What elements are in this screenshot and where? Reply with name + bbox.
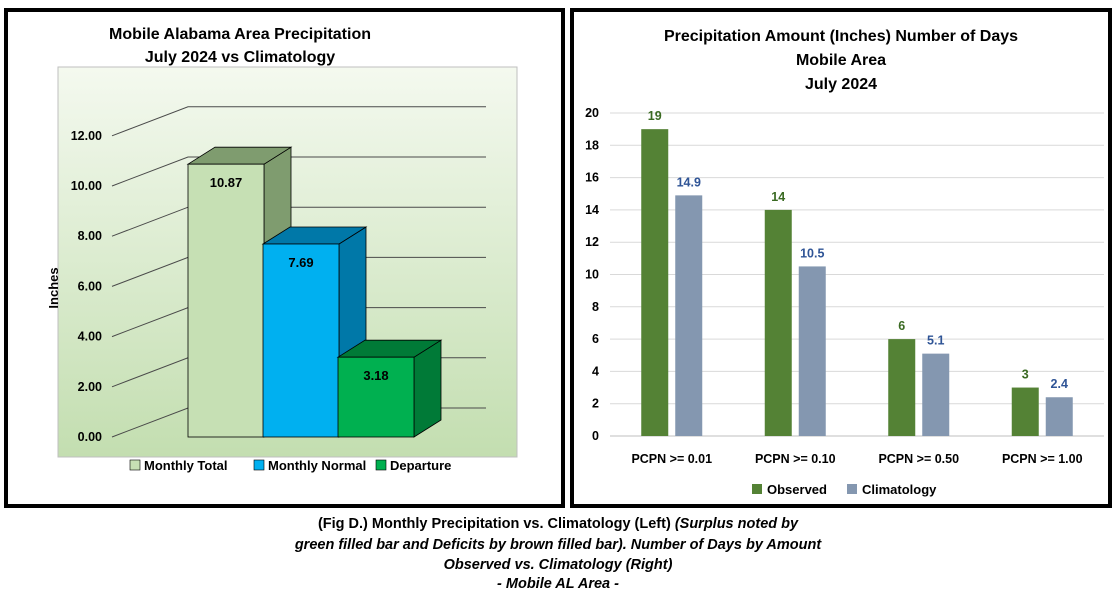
x-tick-label: PCPN >= 0.01 [631,452,712,466]
caption-italic-text: - Mobile AL Area - [497,576,619,592]
y-tick-label: 4 [592,364,599,378]
data-label: 3 [1022,368,1029,382]
chart-subtitle: Mobile Area [796,52,886,69]
x-tick-label: PCPN >= 0.50 [878,452,959,466]
caption-italic-text: (Surplus noted by [674,516,799,532]
bar [798,266,826,436]
y-tick-label: 20 [585,106,599,120]
chart-subtitle: July 2024 vs Climatology [145,49,335,66]
bar [888,339,916,436]
y-tick-label: 6 [592,332,599,346]
data-label: 10.87 [210,175,243,190]
gridline [111,106,486,137]
chart-title: Mobile Alabama Area Precipitation [109,26,371,43]
bar [1045,397,1073,436]
data-label: 14.9 [677,175,701,189]
data-label: 6 [898,319,905,333]
y-tick-label: 4.00 [78,330,102,344]
days-grouped-bar-chart: Precipitation Amount (Inches) Number of … [585,28,1104,497]
legend-swatch [847,484,857,494]
legend-swatch [375,459,387,471]
y-tick-label: 18 [585,138,599,152]
y-tick-label: 0.00 [78,430,102,444]
y-tick-label: 0 [592,429,599,443]
legend-swatch [129,459,141,471]
left-chart-panel: Mobile Alabama Area Precipitation July 2… [4,8,565,508]
data-label: 2.4 [1051,377,1068,391]
data-label: 14 [771,190,785,204]
bar [262,243,340,438]
bar [922,353,950,436]
y-tick-label: 8 [592,300,599,314]
y-tick-label: 6.00 [78,279,102,293]
gridline [111,156,486,187]
bar [187,163,265,438]
x-tick-label: PCPN >= 0.10 [755,452,836,466]
legend-swatch [253,459,265,471]
precipitation-3d-bar-chart: Mobile Alabama Area Precipitation July 2… [46,26,518,473]
y-tick-label: 16 [585,171,599,185]
y-axis-label: Inches [46,267,61,308]
figure-caption-line-4: - Mobile AL Area - [0,574,1116,595]
y-tick-label: 10 [585,268,599,282]
chart-subtitle-date: July 2024 [805,76,877,93]
legend-label: Climatology [862,482,937,497]
figure-caption-line-3: Observed vs. Climatology (Right) [0,555,1116,576]
legend-label: Monthly Normal [268,458,366,473]
legend-label: Monthly Total [144,458,228,473]
legend-swatch [752,484,762,494]
data-label: 3.18 [363,368,388,383]
figure-caption-line-1: (Fig D.) Monthly Precipitation vs. Clima… [0,514,1116,535]
data-label: 5.1 [927,334,944,348]
y-tick-label: 2 [592,397,599,411]
bar [1011,387,1039,436]
data-label: 7.69 [288,255,313,270]
chart-title: Precipitation Amount (Inches) Number of … [664,28,1018,45]
bar [675,195,703,436]
y-tick-label: 8.00 [78,229,102,243]
data-label: 19 [648,109,662,123]
right-chart-panel: Precipitation Amount (Inches) Number of … [570,8,1112,508]
caption-italic-text: green filled bar and Deficits by brown f… [294,537,822,553]
bar [764,209,792,436]
y-tick-label: 12 [585,235,599,249]
figure-caption-line-2: green filled bar and Deficits by brown f… [0,535,1116,556]
y-tick-label: 12.00 [71,129,102,143]
bar [337,356,415,438]
caption-text: (Fig D.) Monthly Precipitation vs. Clima… [317,516,675,532]
x-tick-label: PCPN >= 1.00 [1002,452,1083,466]
bar [641,129,669,436]
y-tick-label: 2.00 [78,380,102,394]
caption-italic-text: Observed vs. Climatology (Right) [443,557,673,573]
data-label: 10.5 [800,246,824,260]
y-tick-label: 10.00 [71,179,102,193]
legend-label: Departure [390,458,451,473]
y-tick-label: 14 [585,203,599,217]
legend-label: Observed [767,482,827,497]
